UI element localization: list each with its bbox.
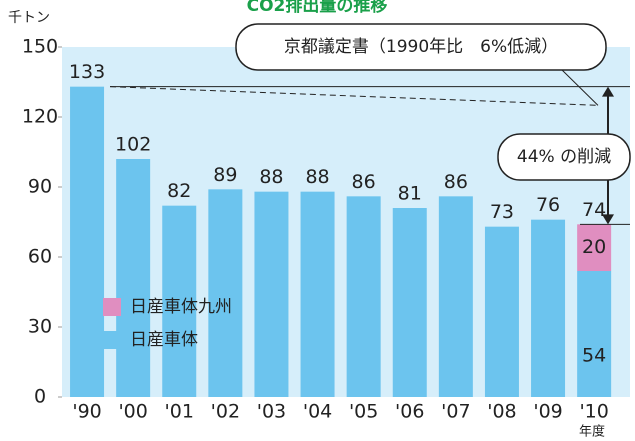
value-label: 20 [582,236,606,258]
total-label: 88 [305,166,329,188]
x-tick-label: '02 [211,401,240,423]
bar-segment [438,196,473,397]
bar-segment [70,86,105,398]
x-tick-label: '00 [118,401,147,423]
x-tick-label: '90 [72,401,101,423]
legend-label: 日産車体 [130,330,198,350]
bar-segment [300,191,335,397]
y-tick-label: 0 [34,386,46,408]
x-tick-label: '10 [579,401,608,423]
x-tick-label: '05 [349,401,378,423]
y-tick-label: 30 [28,316,52,338]
total-label: 74 [582,199,606,221]
bar-segment [208,189,243,397]
bar-segment [392,208,427,397]
bar-segment [577,224,612,271]
bar-segment [346,196,381,397]
x-axis-label: 年度 [579,424,605,440]
x-tick-label: '06 [395,401,424,423]
value-label: 54 [582,345,606,367]
total-label: 89 [213,164,237,186]
x-tick-label: '09 [533,401,562,423]
bar-segment [116,159,151,397]
total-label: 133 [69,61,105,83]
total-label: 88 [259,166,283,188]
legend-swatch [103,331,121,349]
legend-swatch [103,298,121,316]
bar-segment [254,191,289,397]
total-label: 73 [490,201,514,223]
bar-segment [531,219,566,397]
x-tick-label: '04 [303,401,332,423]
chart-title: CO2排出量の推移 [247,0,388,16]
y-axis-label: 千トン [8,10,50,26]
x-tick-label: '07 [441,401,470,423]
legend-label: 日産車体九州 [130,297,232,317]
y-tick-label: 60 [28,246,52,268]
x-tick-label: '03 [257,401,286,423]
y-tick-label: 150 [22,36,58,58]
callout-box [235,23,607,71]
total-label: 82 [167,180,191,202]
total-label: 86 [352,171,376,193]
y-tick-label: 120 [22,106,58,128]
x-tick-label: '01 [165,401,194,423]
total-label: 81 [398,183,422,205]
callout-box [497,133,631,181]
target-line [109,86,599,106]
bar-segment [162,205,197,397]
total-label: 102 [115,134,151,156]
x-tick-label: '08 [487,401,516,423]
bar-segment [484,226,519,397]
arrow-head [602,86,614,97]
annotation: 44% の削減 [517,147,611,167]
arrow-head [602,214,614,225]
total-label: 76 [536,194,560,216]
y-tick-label: 90 [28,176,52,198]
callout-pointer [559,67,599,106]
bar-segment [577,271,612,397]
total-label: 86 [444,171,468,193]
annotation: 京都議定書（1990年比 6%低減） [284,37,558,57]
